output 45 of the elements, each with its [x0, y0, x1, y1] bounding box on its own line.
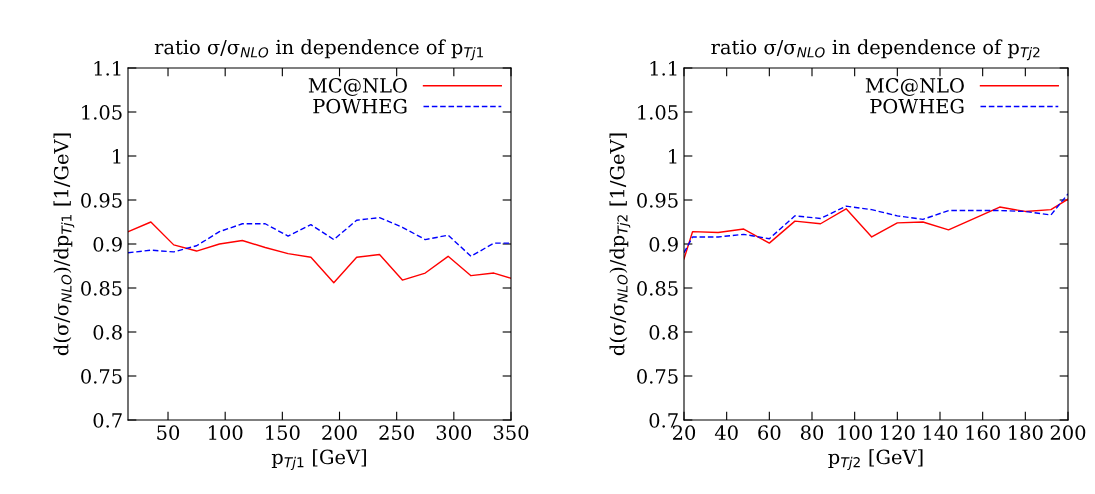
x-tick-label: 200: [1050, 425, 1086, 440]
x-tick-label: 60: [758, 425, 781, 440]
line-series: [128, 221, 511, 284]
legend-label: MC@NLO: [308, 78, 407, 96]
chart-title: ratio σ/σ$_{NLO}$ in dependence of p$_{Tj1}$: [154, 39, 484, 61]
x-tick-label: 50: [157, 425, 180, 440]
y-tick-label: 1: [113, 148, 121, 164]
x-tick-label: 160: [966, 425, 1000, 440]
x-tick-label: 200: [322, 425, 357, 440]
chart-title: ratio σ/σ$_{NLO}$ in dependence of p$_{Tj2}$: [711, 39, 1040, 61]
y-tick-label: 0.8: [649, 324, 678, 340]
y-tick-label: 0.75: [81, 368, 122, 384]
y-tick-label: 0.75: [637, 368, 678, 384]
x-tick-label: 180: [1009, 425, 1043, 440]
x-axis-title: p$_{Tj2}$ [GeV]: [828, 449, 923, 471]
y-axis-title: d(σ/σ$_{NLO}$)/dp$_{Tj1}$ [1/GeV]: [53, 133, 75, 356]
y-tick-label: 1.1: [650, 60, 677, 76]
legend-label: POWHEG: [313, 98, 407, 114]
x-axis-title: p$_{Tj1}$ [GeV]: [271, 449, 366, 471]
x-tick-label: 150: [266, 425, 300, 440]
x-tick-label: 40: [714, 425, 738, 440]
legend-label: MC@NLO: [865, 78, 964, 96]
x-tick-label: 250: [379, 425, 414, 440]
y-tick-label: 0.95: [637, 192, 678, 208]
x-tick-label: 350: [493, 425, 529, 440]
line-series: [128, 216, 511, 258]
y-tick-label: 0.85: [637, 280, 678, 296]
y-tick-label: 1.05: [638, 104, 678, 120]
x-tick-label: 300: [436, 425, 472, 440]
y-tick-label: 0.85: [81, 280, 122, 296]
y-tick-label: 0.9: [649, 236, 678, 252]
x-tick-label: 100: [838, 425, 872, 440]
y-tick-label: 0.8: [93, 324, 122, 340]
x-tick-label: 120: [881, 425, 915, 440]
y-tick-label: 1: [669, 148, 677, 164]
y-tick-label: 1.1: [94, 60, 121, 76]
y-axis-title: d(σ/σ$_{NLO}$)/dp$_{Tj2}$ [1/GeV]: [609, 133, 631, 356]
y-tick-label: 0.95: [81, 192, 122, 208]
x-tick-label: 140: [923, 425, 958, 440]
y-tick-label: 1.05: [82, 104, 122, 120]
x-tick-label: 100: [208, 425, 243, 440]
x-tick-label: 80: [800, 425, 824, 440]
y-tick-label: 0.7: [93, 412, 122, 428]
y-tick-label: 0.9: [93, 236, 122, 252]
legend-label: POWHEG: [870, 98, 964, 114]
